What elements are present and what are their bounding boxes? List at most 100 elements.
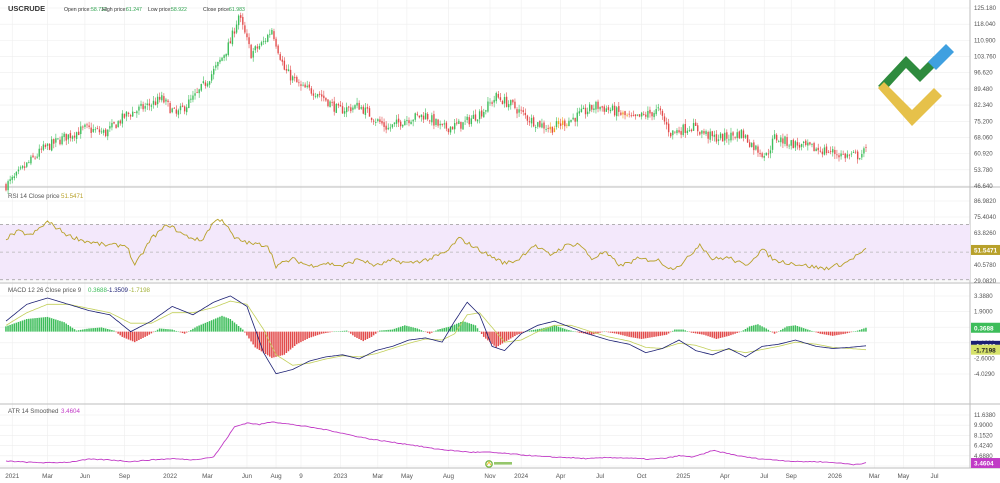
candle — [732, 130, 734, 141]
candle-body — [78, 131, 80, 136]
macd-hist-bar — [674, 329, 676, 332]
candle-body — [161, 95, 163, 101]
macd-hist-bar — [252, 331, 254, 345]
macd-hist-bar — [431, 331, 433, 333]
y-tick-label: 53.780 — [974, 167, 993, 174]
candle — [859, 157, 861, 161]
candle-body — [256, 46, 259, 49]
candle-body — [572, 117, 574, 120]
macd-hist-bar — [455, 323, 458, 332]
candle-body — [809, 142, 811, 145]
macd-hist-bar — [811, 330, 813, 332]
candle — [848, 153, 851, 160]
macd-hist-bar — [694, 331, 697, 334]
candle — [616, 105, 618, 121]
candle — [755, 144, 757, 151]
candle-body — [327, 99, 329, 107]
candle-body — [42, 144, 45, 150]
candle — [464, 116, 466, 126]
candle-body — [682, 124, 684, 135]
macd-hist-bar — [215, 318, 217, 332]
rsi-series[interactable] — [5, 218, 867, 271]
candle — [782, 133, 784, 148]
y-tick-label: 75.4040 — [974, 214, 997, 221]
macd-hist-bar — [561, 328, 564, 332]
candle — [260, 40, 263, 47]
candle — [630, 112, 632, 118]
candle — [17, 166, 20, 175]
candle-body — [798, 144, 801, 148]
candle — [798, 142, 801, 151]
candle-body — [422, 115, 425, 120]
candle — [154, 97, 157, 106]
candle — [453, 119, 456, 134]
candle — [429, 119, 431, 124]
candle — [385, 121, 387, 134]
candle-body — [663, 116, 666, 122]
atr-series[interactable] — [5, 421, 867, 466]
candle — [156, 93, 159, 108]
macd-hist-bar — [742, 330, 745, 332]
candle — [753, 139, 755, 155]
candle-body — [38, 148, 40, 157]
candle — [661, 109, 664, 120]
macd-hist-bar — [676, 329, 678, 332]
candle-body — [784, 136, 786, 144]
candle-body — [258, 46, 261, 49]
macd-hist-bar — [52, 318, 55, 332]
candle-body — [231, 30, 234, 45]
macd-hist-bar — [229, 319, 232, 332]
candle-body — [391, 124, 394, 128]
macd-hist-bar — [310, 331, 313, 338]
candle — [817, 143, 819, 155]
macd-hist-bar — [82, 329, 84, 332]
macd-hist-bar — [92, 328, 94, 332]
candle-body — [426, 114, 429, 120]
candle — [476, 119, 479, 124]
candle-body — [121, 113, 124, 124]
candle — [721, 133, 724, 142]
ohlc-low-label: Low price: — [148, 7, 172, 13]
candle — [285, 64, 288, 74]
candle-body — [719, 133, 722, 139]
candle-body — [744, 135, 747, 138]
candle-body — [339, 104, 342, 107]
candle-body — [802, 141, 805, 144]
candle-body — [225, 53, 227, 57]
candle-body — [404, 120, 406, 126]
candle — [736, 128, 738, 142]
macd-hist-bar — [684, 330, 686, 332]
candle-body — [202, 81, 205, 83]
candle-body — [192, 95, 194, 100]
candle — [682, 123, 684, 137]
macd-hist-bar — [495, 331, 497, 348]
candle-body — [179, 106, 182, 111]
y-tick-label: 4.6880 — [974, 453, 993, 460]
candle — [667, 118, 670, 137]
macd-hist-bar — [225, 317, 227, 332]
macd-hist-bar — [269, 331, 271, 357]
x-tick-label: 2022 — [163, 473, 178, 480]
macd-hist-bar — [117, 331, 119, 334]
macd-hist-bar — [580, 331, 583, 334]
candle-body — [495, 92, 497, 102]
candle-body — [217, 61, 219, 67]
candle-body — [271, 29, 273, 35]
candle — [173, 107, 175, 109]
macd-hist-bar — [323, 331, 325, 334]
candle — [643, 111, 645, 116]
time-axis-ticks: 2021 Mar Jun Sep 2022 Mar Jun Aug 9 2023 Mar May Aug… — [5, 473, 938, 480]
macd-hist-bar — [391, 329, 394, 332]
candle-body — [738, 131, 740, 139]
candle-body — [773, 134, 776, 139]
macd-hist-bar — [647, 331, 649, 338]
candle-body — [800, 143, 803, 147]
candle-body — [634, 114, 637, 117]
macd-hist-bar — [586, 331, 589, 335]
macd-series[interactable] — [5, 295, 867, 375]
candle — [530, 114, 533, 128]
candle — [227, 38, 229, 57]
candle — [333, 96, 335, 116]
candlestick-series[interactable] — [5, 12, 867, 194]
